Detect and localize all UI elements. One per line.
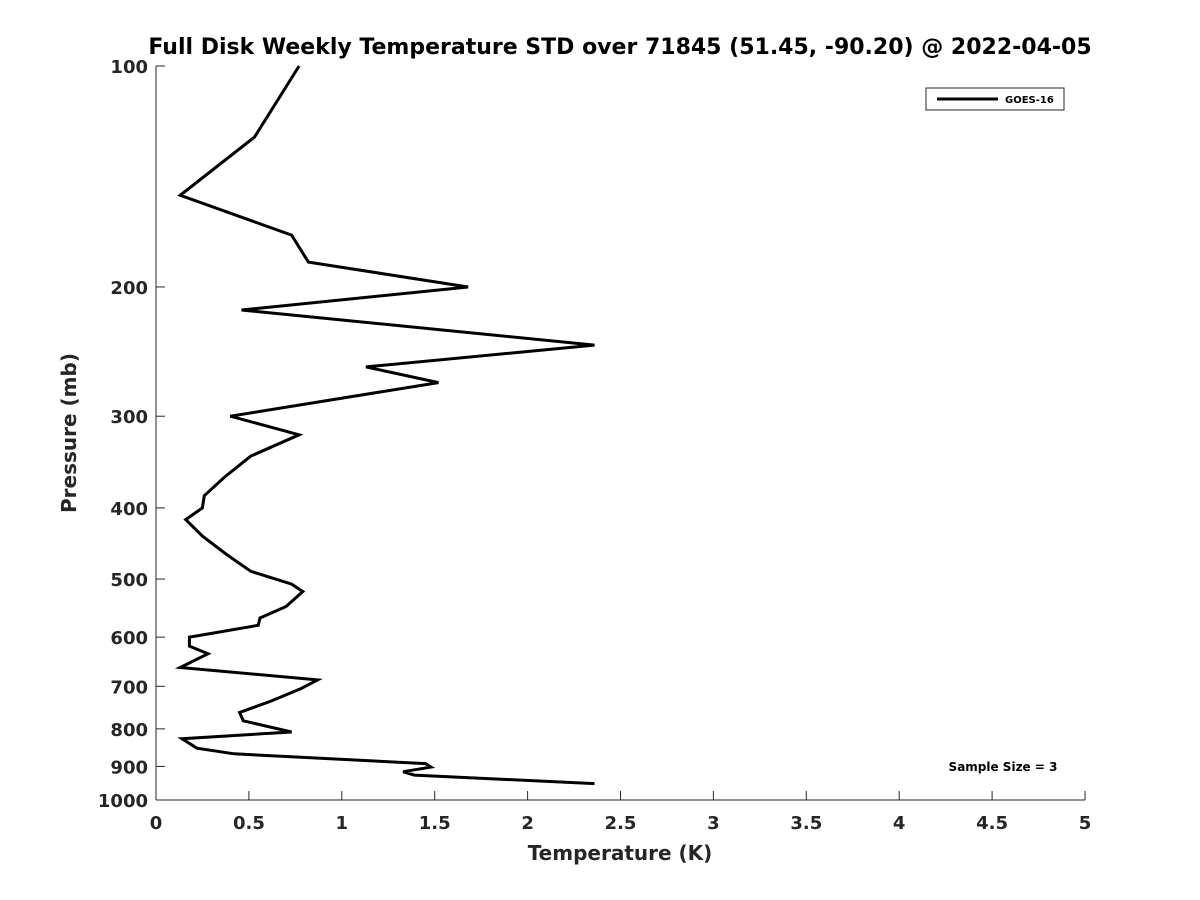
x-tick-label: 4.5 — [976, 813, 1008, 834]
sample-size-note: Sample Size = 3 — [949, 760, 1058, 774]
legend: GOES-16 — [925, 87, 1065, 111]
series-line-0 — [174, 65, 595, 786]
plot-area: 0 0.5 1 1.5 2 2.5 3 3.5 4 4.5 5 100 200 300 400 500 600… — [98, 57, 1091, 834]
y-tick-label: 600 — [110, 628, 148, 649]
y-tick-label: 900 — [110, 757, 148, 778]
y-axis-label: Pressure (mb) — [57, 353, 81, 513]
x-tick-label: 0 — [150, 813, 163, 834]
series-layer — [174, 65, 595, 786]
x-tick-label: 0.5 — [233, 813, 265, 834]
x-tick-label: 1 — [336, 813, 349, 834]
y-tick-label: 800 — [110, 720, 148, 741]
x-tick-label: 2 — [521, 813, 534, 834]
x-tick-label: 2.5 — [605, 813, 637, 834]
x-axis-label: Temperature (K) — [528, 841, 713, 865]
y-tick-label: 400 — [110, 499, 148, 520]
x-tick-label: 3 — [707, 813, 720, 834]
y-tick-label: 1000 — [98, 791, 148, 812]
y-ticks: 100 200 300 400 500 600 700 800 900 1000 — [98, 57, 165, 812]
legend-label: GOES-16 — [1005, 95, 1054, 106]
y-tick-label: 500 — [110, 570, 148, 591]
y-tick-label: 100 — [110, 57, 148, 78]
x-tick-label: 3.5 — [790, 813, 822, 834]
y-tick-label: 300 — [110, 407, 148, 428]
chart-title: Full Disk Weekly Temperature STD over 71… — [148, 35, 1091, 60]
x-tick-label: 1.5 — [419, 813, 451, 834]
y-tick-label: 200 — [110, 278, 148, 299]
x-tick-label: 5 — [1079, 813, 1092, 834]
x-ticks: 0 0.5 1 1.5 2 2.5 3 3.5 4 4.5 5 — [150, 791, 1092, 834]
y-tick-label: 700 — [110, 677, 148, 698]
x-tick-label: 4 — [893, 813, 906, 834]
